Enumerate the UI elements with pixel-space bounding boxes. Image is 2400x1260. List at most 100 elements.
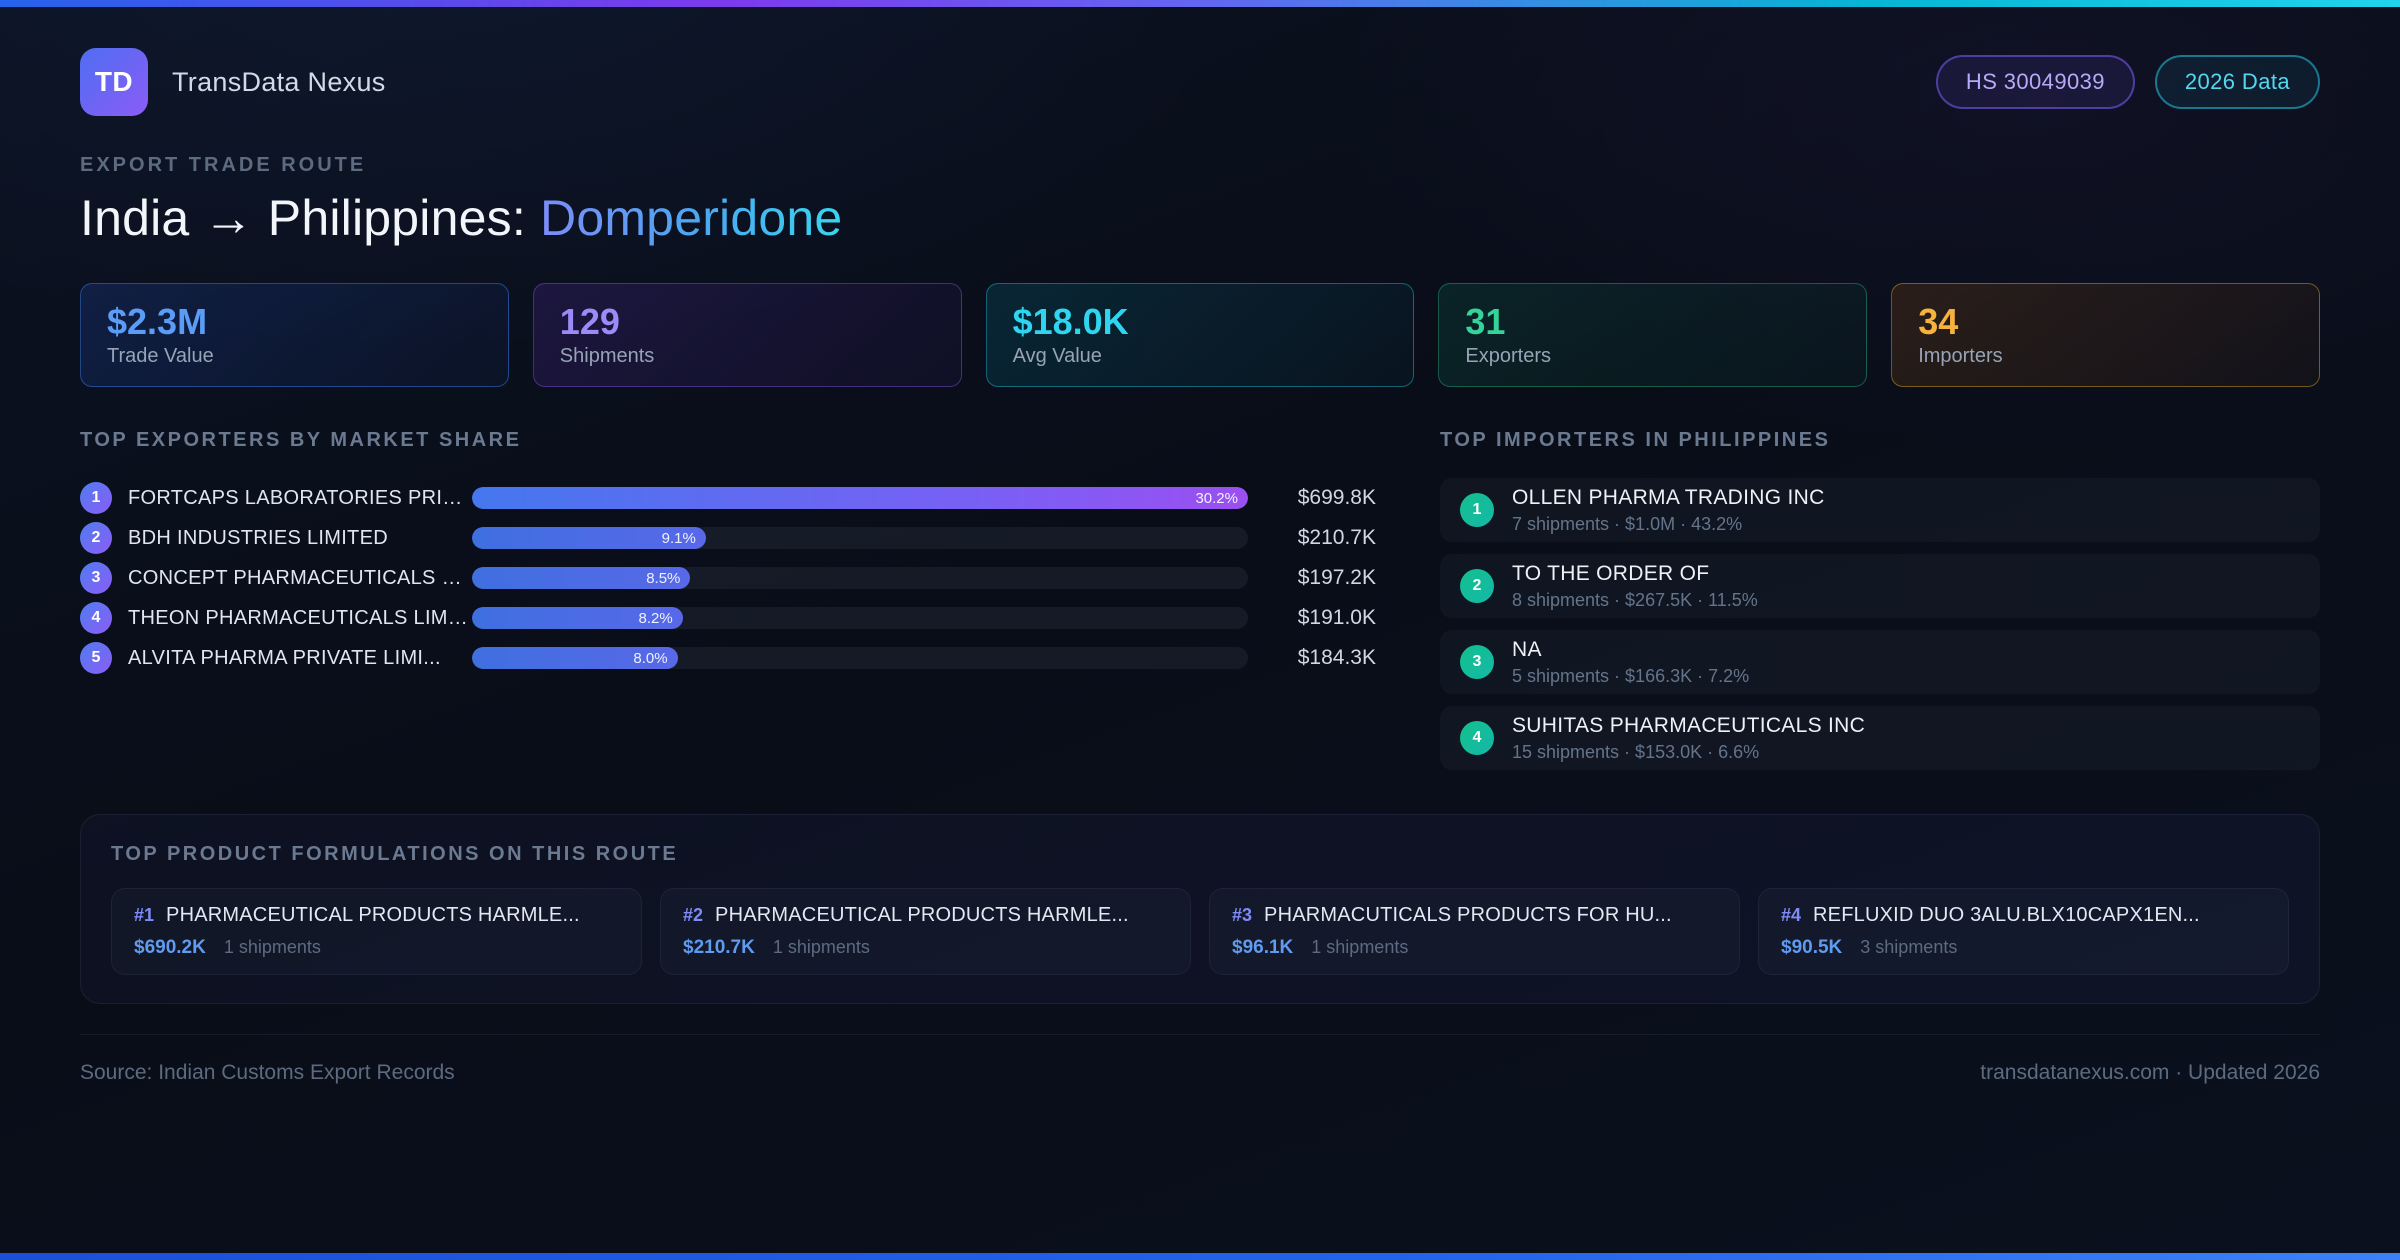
importer-rank-badge: 1: [1460, 493, 1494, 527]
stat-value: $2.3M: [107, 301, 208, 342]
exporter-row: 4 THEON PHARMACEUTICALS LIMI... 8.2% $19…: [80, 598, 1376, 638]
exporter-rank-badge: 1: [80, 482, 112, 514]
stat-label: Trade Value: [107, 345, 214, 368]
product-rank: #2: [683, 905, 704, 925]
products-section-title: TOP PRODUCT FORMULATIONS ON THIS ROUTE: [111, 843, 679, 865]
product-card-bottom: $210.7K 1 shipments: [683, 937, 1168, 959]
importer-meta: 8 shipments · $267.5K · 11.5%: [1512, 589, 1758, 610]
exporters-section: TOP EXPORTERS BY MARKET SHARE 1 FORTCAPS…: [80, 429, 1376, 678]
market-share-percent: 8.2%: [638, 609, 673, 627]
product-card[interactable]: #4 REFLUXID DUO 3ALU.BLX10CAPX1EN... $90…: [1758, 888, 2289, 975]
exporter-value: $184.3K: [1297, 646, 1376, 669]
product-card[interactable]: #1 PHARMACEUTICAL PRODUCTS HARMLE... $69…: [111, 888, 642, 975]
stat-value: 34: [1918, 301, 1959, 342]
exporter-name: THEON PHARMACEUTICALS LIMI...: [128, 606, 468, 629]
importer-item[interactable]: 3 NA 5 shipments · $166.3K · 7.2%: [1440, 630, 2320, 694]
product-cards-row: #1 PHARMACEUTICAL PRODUCTS HARMLE... $69…: [111, 888, 2289, 975]
market-share-percent: 30.2%: [1195, 489, 1238, 507]
exporter-row: 1 FORTCAPS LABORATORIES PRIV... 30.2% $6…: [80, 478, 1376, 518]
product-shipments: 1 shipments: [772, 937, 870, 957]
exporter-name: BDH INDUSTRIES LIMITED: [128, 526, 388, 549]
product-card-bottom: $96.1K 1 shipments: [1232, 937, 1717, 959]
top-accent-bar: [0, 0, 2400, 7]
importer-text: SUHITAS PHARMACEUTICALS INC 15 shipments…: [1512, 714, 1865, 763]
product-card-bottom: $90.5K 3 shipments: [1781, 937, 2266, 959]
stat-card-avg-value: $18.0K Avg Value: [985, 283, 1415, 387]
product-shipments: 1 shipments: [223, 937, 321, 957]
exporter-value: $210.7K: [1297, 526, 1376, 549]
bottom-accent-bar: [0, 1253, 2400, 1260]
importer-rank-badge: 4: [1460, 721, 1494, 755]
importer-item[interactable]: 4 SUHITAS PHARMACEUTICALS INC 15 shipmen…: [1440, 706, 2320, 770]
stat-card-shipments: 129 Shipments: [532, 283, 962, 387]
app-name: TransData Nexus: [172, 66, 386, 97]
market-share-bar-fill: 8.2%: [472, 607, 683, 629]
market-share-bar: 8.5%: [472, 567, 1248, 589]
product-shipments: 1 shipments: [1311, 937, 1409, 957]
stat-label: Avg Value: [1012, 345, 1102, 368]
product-value: $96.1K: [1232, 937, 1294, 958]
exporter-name: ALVITA PHARMA PRIVATE LIMI...: [128, 646, 441, 669]
stat-card-trade-value: $2.3M Trade Value: [80, 283, 509, 387]
market-share-bar: 9.1%: [472, 527, 1248, 549]
importer-rank-badge: 3: [1460, 645, 1494, 679]
market-share-bar-fill: 8.0%: [472, 647, 678, 669]
exporters-section-title: TOP EXPORTERS BY MARKET SHARE: [80, 429, 522, 451]
product-name: PHARMACUTICALS PRODUCTS FOR HU...: [1264, 904, 1672, 926]
product-rank: #3: [1232, 905, 1253, 925]
market-share-percent: 8.0%: [633, 649, 668, 667]
importer-meta: 5 shipments · $166.3K · 7.2%: [1512, 665, 1750, 686]
eyebrow-label: EXPORT TRADE ROUTE: [80, 154, 367, 176]
market-share-bar: 30.2%: [472, 487, 1248, 509]
data-year-badge[interactable]: 2026 Data: [2154, 55, 2320, 109]
product-card-top: #2 PHARMACEUTICAL PRODUCTS HARMLE...: [683, 904, 1168, 927]
market-share-bar-fill: 9.1%: [472, 527, 706, 549]
footer-source: Source: Indian Customs Export Records: [80, 1061, 455, 1084]
importers-section: TOP IMPORTERS IN PHILIPPINES 1 OLLEN PHA…: [1440, 429, 2320, 770]
exporter-value: $197.2K: [1297, 566, 1376, 589]
exporter-row: 3 CONCEPT PHARMACEUTICALS LI... 8.5% $19…: [80, 558, 1376, 598]
product-card[interactable]: #2 PHARMACEUTICAL PRODUCTS HARMLE... $21…: [660, 888, 1191, 975]
product-card-top: #4 REFLUXID DUO 3ALU.BLX10CAPX1EN...: [1781, 904, 2266, 927]
product-name: PHARMACEUTICAL PRODUCTS HARMLE...: [166, 904, 580, 926]
exporter-rank-badge: 3: [80, 562, 112, 594]
stat-label: Shipments: [559, 345, 655, 368]
main-columns: TOP EXPORTERS BY MARKET SHARE 1 FORTCAPS…: [80, 429, 2320, 770]
importer-text: NA 5 shipments · $166.3K · 7.2%: [1512, 638, 1749, 687]
exporter-rank-badge: 4: [80, 602, 112, 634]
hs-code-badge[interactable]: HS 30049039: [1935, 55, 2135, 109]
exporter-name: CONCEPT PHARMACEUTICALS LI...: [128, 566, 468, 589]
importer-rank-badge: 2: [1460, 569, 1494, 603]
importer-name: TO THE ORDER OF: [1512, 561, 1710, 585]
importer-name: SUHITAS PHARMACEUTICALS INC: [1512, 713, 1866, 737]
market-share-bar-fill: 8.5%: [472, 567, 691, 589]
product-value: $90.5K: [1781, 937, 1843, 958]
brand: TD TransData Nexus: [80, 48, 386, 116]
importer-name: NA: [1512, 637, 1542, 661]
market-share-bar: 8.2%: [472, 607, 1248, 629]
importer-name: OLLEN PHARMA TRADING INC: [1512, 485, 1825, 509]
product-card-top: #1 PHARMACEUTICAL PRODUCTS HARMLE...: [134, 904, 619, 927]
product-rank: #1: [134, 905, 155, 925]
importer-text: OLLEN PHARMA TRADING INC 7 shipments · $…: [1512, 486, 1825, 535]
product-card-top: #3 PHARMACUTICALS PRODUCTS FOR HU...: [1232, 904, 1717, 927]
market-share-bar: 8.0%: [472, 647, 1248, 669]
stats-row: $2.3M Trade Value 129 Shipments $18.0K A…: [80, 283, 2320, 387]
page-footer: Source: Indian Customs Export Records tr…: [80, 1034, 2320, 1085]
importer-item[interactable]: 2 TO THE ORDER OF 8 shipments · $267.5K …: [1440, 554, 2320, 618]
product-value: $210.7K: [683, 937, 755, 958]
exporter-name: FORTCAPS LABORATORIES PRIV...: [128, 486, 468, 509]
stat-label: Importers: [1918, 345, 2003, 368]
product-name: PHARMACEUTICAL PRODUCTS HARMLE...: [715, 904, 1129, 926]
importer-item[interactable]: 1 OLLEN PHARMA TRADING INC 7 shipments ·…: [1440, 478, 2320, 542]
stat-value: 31: [1465, 301, 1506, 342]
product-value: $690.2K: [134, 937, 206, 958]
title-route: India → Philippines:: [80, 190, 541, 246]
stat-value: 129: [559, 301, 620, 342]
product-card[interactable]: #3 PHARMACUTICALS PRODUCTS FOR HU... $96…: [1209, 888, 1740, 975]
importer-meta: 7 shipments · $1.0M · 43.2%: [1512, 513, 1743, 534]
exporter-row: 5 ALVITA PHARMA PRIVATE LIMI... 8.0% $18…: [80, 638, 1376, 678]
importers-section-title: TOP IMPORTERS IN PHILIPPINES: [1440, 429, 1831, 451]
product-shipments: 3 shipments: [1860, 937, 1958, 957]
